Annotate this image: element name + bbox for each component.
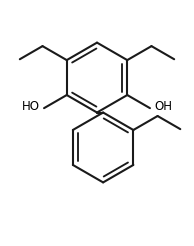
Text: OH: OH [154,100,172,113]
Text: HO: HO [22,100,40,113]
